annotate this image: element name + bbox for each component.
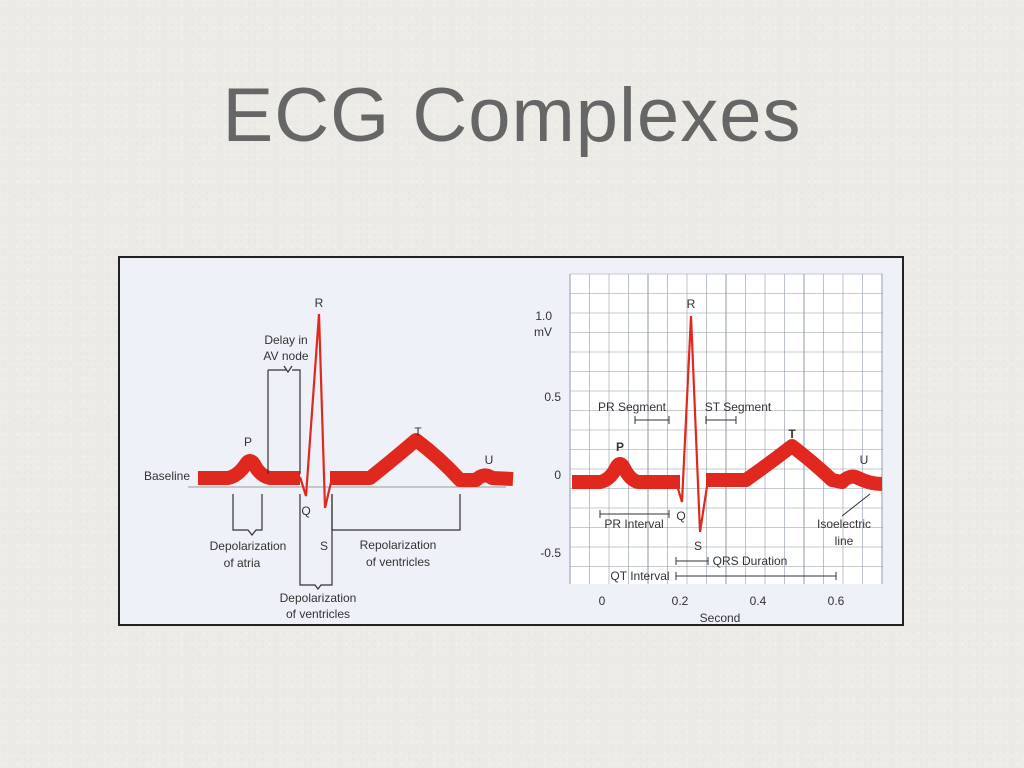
right-s-label: S bbox=[694, 539, 702, 553]
baseline-label: Baseline bbox=[144, 469, 190, 483]
dep-vent-label-2: of ventricles bbox=[286, 607, 350, 621]
qrs-duration-label: QRS Duration bbox=[713, 554, 788, 568]
delay-label-2: AV node bbox=[263, 349, 308, 363]
ecg-figure: R P Q S T U Baseline Delay in AV node De… bbox=[118, 256, 904, 626]
isoelectric-label-1: Isoelectric bbox=[817, 517, 871, 531]
y-unit-value: 1.0 bbox=[535, 309, 552, 323]
right-r-label: R bbox=[687, 297, 696, 311]
right-u-label: U bbox=[860, 453, 869, 467]
y-tick-0.5: 0.5 bbox=[544, 390, 561, 404]
y-unit-label: mV bbox=[534, 325, 552, 339]
repol-label-2: of ventricles bbox=[366, 555, 430, 569]
x-axis-label: Second bbox=[700, 611, 741, 624]
pr-interval-label: PR Interval bbox=[604, 517, 663, 531]
delay-label-1: Delay in bbox=[264, 333, 307, 347]
atria-bracket bbox=[232, 494, 263, 536]
delay-bracket bbox=[267, 365, 301, 474]
slide-title: ECG Complexes bbox=[222, 73, 802, 158]
ecg-diagram-svg: R P Q S T U Baseline Delay in AV node De… bbox=[144, 273, 883, 624]
x-tick-0.6: 0.6 bbox=[828, 594, 845, 608]
left-diagram: R P Q S T U Baseline Delay in AV node De… bbox=[144, 296, 514, 621]
dep-atria-label-1: Depolarization bbox=[210, 539, 287, 553]
left-t-label: T bbox=[414, 425, 422, 439]
dep-atria-label-2: of atria bbox=[224, 556, 261, 570]
dep-vent-label-1: Depolarization bbox=[280, 591, 357, 605]
y-tick-0: 0 bbox=[554, 468, 561, 482]
ventricles-dep-bracket bbox=[299, 494, 333, 590]
y-tick-neg0.5: -0.5 bbox=[540, 546, 561, 560]
qt-interval-label: QT Interval bbox=[610, 569, 669, 583]
left-u-label: U bbox=[485, 453, 494, 467]
isoelectric-label-2: line bbox=[835, 534, 854, 548]
right-ecg-waveform bbox=[572, 457, 680, 489]
repol-label-1: Repolarization bbox=[360, 538, 437, 552]
left-ecg-waveform bbox=[198, 454, 300, 485]
interval-markers bbox=[599, 416, 871, 580]
left-p-label: P bbox=[244, 435, 252, 449]
right-q-label: Q bbox=[676, 509, 685, 523]
ecg-grid bbox=[569, 273, 883, 584]
x-tick-0.4: 0.4 bbox=[750, 594, 767, 608]
pr-segment-label: PR Segment bbox=[598, 400, 667, 414]
x-tick-0.2: 0.2 bbox=[672, 594, 689, 608]
right-ecg-st-t-u bbox=[706, 439, 883, 491]
left-ecg-qrs bbox=[298, 313, 334, 509]
left-s-label: S bbox=[320, 539, 328, 553]
left-r-label: R bbox=[315, 296, 324, 310]
st-segment-label: ST Segment bbox=[705, 400, 772, 414]
right-p-label: P bbox=[616, 440, 624, 454]
ventricles-repol-bracket bbox=[331, 494, 461, 531]
right-t-label: T bbox=[788, 427, 796, 441]
left-ecg-st-t-u bbox=[330, 433, 514, 487]
x-tick-0: 0 bbox=[599, 594, 606, 608]
right-ecg-qrs bbox=[674, 315, 710, 533]
right-chart: 1.0 mV 0.5 0 -0.5 0 0.2 0.4 0.6 Second R… bbox=[534, 273, 883, 624]
left-q-label: Q bbox=[301, 504, 310, 518]
